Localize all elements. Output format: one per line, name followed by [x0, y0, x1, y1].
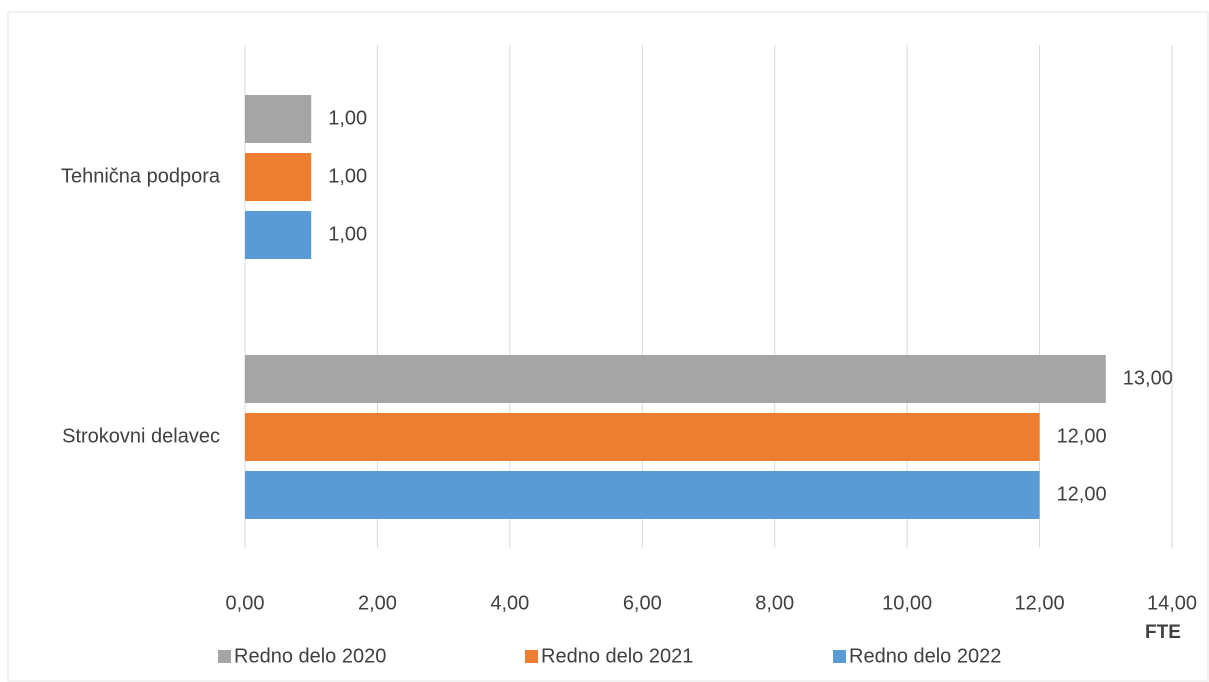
- legend-swatch: [525, 650, 538, 663]
- legend-label: Redno delo 2020: [234, 645, 386, 667]
- legend-label: Redno delo 2022: [849, 645, 1001, 667]
- value-label: 1,00: [328, 223, 367, 245]
- value-label: 13,00: [1123, 367, 1173, 389]
- y-tick-label: Strokovni delavec: [62, 425, 220, 447]
- x-tick-label: 6,00: [623, 592, 662, 614]
- x-tick-label: 12,00: [1015, 592, 1065, 614]
- y-tick-label: Tehnična podpora: [61, 165, 221, 187]
- legend-label: Redno delo 2021: [541, 645, 693, 667]
- x-tick-label: 10,00: [882, 592, 932, 614]
- bar: [245, 413, 1040, 461]
- x-tick-label: 4,00: [490, 592, 529, 614]
- bar: [245, 211, 312, 259]
- x-tick-label: 8,00: [755, 592, 794, 614]
- x-tick-label: 14,00: [1147, 592, 1197, 614]
- legend-swatch: [218, 650, 231, 663]
- bar: [245, 471, 1040, 519]
- legend-swatch: [833, 650, 846, 663]
- x-axis-label: FTE: [1145, 622, 1181, 643]
- x-tick-label: 2,00: [358, 592, 397, 614]
- value-label: 1,00: [328, 165, 367, 187]
- value-label: 12,00: [1057, 483, 1107, 505]
- bar: [245, 95, 312, 143]
- value-label: 12,00: [1057, 425, 1107, 447]
- bar: [245, 355, 1106, 403]
- value-label: 1,00: [328, 107, 367, 129]
- chart-frame: [7, 11, 1209, 682]
- x-tick-label: 0,00: [226, 592, 265, 614]
- bar: [245, 153, 312, 201]
